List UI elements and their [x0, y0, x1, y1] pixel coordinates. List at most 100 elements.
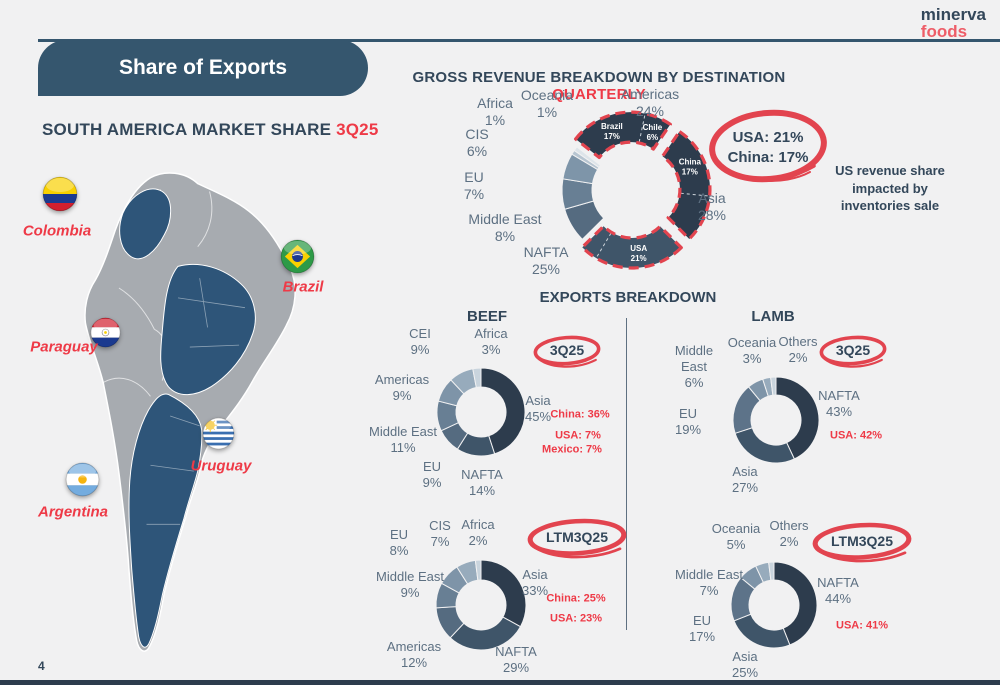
flag-argentina — [65, 462, 100, 497]
subtitle-period: 3Q25 — [336, 120, 379, 139]
chart-label-africa: Africa 1% — [477, 94, 513, 128]
chart-label-usa-42-: USA: 42% — [830, 429, 882, 442]
chart-label-oceania: Oceania 1% — [520, 86, 574, 120]
exports-section-title: EXPORTS BREAKDOWN — [539, 289, 717, 306]
lamb-q-segment-nafta — [775, 376, 820, 460]
beef-q-segment-africa — [472, 367, 482, 389]
chart-label-americas: Americas 9% — [374, 372, 430, 403]
chart-label-africa: Africa 2% — [461, 517, 495, 548]
chart-label-eu: EU 19% — [674, 406, 702, 437]
lamb-ltm-segment-asia — [733, 613, 791, 649]
flag-label-colombia: Colombia — [22, 222, 92, 240]
page-subtitle: SOUTH AMERICA MARKET SHARE 3Q25 — [42, 120, 379, 140]
chart-label-middle-east: Middle East 7% — [675, 567, 743, 598]
lamb-ltm-segment-others — [768, 561, 775, 581]
chart-label-nafta: NAFTA 29% — [495, 644, 537, 675]
badge-beef-ltm3q25: LTM3Q25 — [527, 518, 627, 559]
beef-ltm-svg — [435, 559, 527, 651]
chart-label-asia: Asia 45% — [524, 393, 552, 424]
beef-3q25-donut-chart: CEI 9% Africa 3% Americas 9% Middle East 11% EU 9… — [369, 326, 640, 500]
revenue-inner-label: Chile — [643, 123, 663, 132]
lamb-ltm3q25-donut-chart: Oceania 5% Others 2% Middle East 7% EU 17% Asia 2… — [660, 518, 920, 685]
callout-usa-china: USA: 21% China: 17% — [709, 108, 827, 188]
chart-label-oceania: Oceania 3% — [727, 335, 777, 366]
beef-q-segment-asia — [480, 367, 526, 455]
chart-label-oceania: Oceania 5% — [711, 521, 761, 552]
badge-beef-3q25-label: 3Q25 — [549, 342, 585, 358]
chart-label-nafta: NAFTA 14% — [461, 467, 503, 498]
flag-brazil — [280, 239, 315, 274]
lamb-q-svg — [732, 376, 820, 464]
minerva-foods-logo: minerva foods — [921, 6, 986, 41]
map-region-south-cone — [128, 393, 203, 648]
chart-label-asia: Asia 28% — [697, 189, 727, 223]
revenue-inner-label: Brazil — [601, 122, 623, 131]
map-svg — [84, 172, 296, 652]
lamb-3q25-donut-chart: Middle East 6% Oceania 3% Others 2% EU 19% Asia 27… — [660, 330, 920, 500]
revenue-donut-chart: Brazil 17% Chile 6% China 17% USA 21% Oceania 1% A… — [432, 85, 832, 300]
lamb-ltm-segment-nafta — [773, 561, 818, 646]
bottom-bar — [0, 680, 1000, 685]
revenue-inner-label: 21% — [631, 254, 647, 263]
beef-ltm3q25-donut-chart: EU 8% CIS 7% Africa 2% Middle East 9% Americas 12… — [376, 517, 640, 685]
revenue-segment-nafta — [582, 226, 682, 268]
south-america-map — [52, 168, 308, 664]
chart-label-china-25-: China: 25% — [546, 592, 606, 605]
flag-label-uruguay: Uruguay — [190, 457, 252, 475]
callout-china-share: China: 17% — [727, 149, 809, 166]
lamb-q-segment-others — [770, 376, 777, 396]
revenue-segment-americas — [575, 112, 671, 158]
beef-ltm-segment-africa — [474, 559, 482, 581]
chart-label-eu: EU 8% — [389, 527, 409, 558]
revenue-note: US revenue share impacted by inventories… — [835, 163, 945, 214]
chart-label-middle-east: Middle East 11% — [369, 424, 437, 455]
chart-label-eu: EU 7% — [463, 168, 485, 202]
chart-label-asia: Asia 25% — [731, 649, 759, 680]
revenue-inner-label: 17% — [682, 168, 698, 177]
beef-lamb-divider — [626, 318, 627, 630]
map-state-borders — [146, 278, 246, 525]
lamb-q-segment-asia — [734, 427, 795, 464]
chart-label-africa: Africa 3% — [474, 326, 508, 357]
flag-uruguay — [202, 417, 235, 450]
chart-label-americas: Americas 24% — [620, 85, 680, 119]
chart-label-asia: Asia 33% — [521, 567, 549, 598]
header-divider-line — [38, 39, 1000, 42]
chart-label-mexico-7-: Mexico: 7% — [542, 443, 602, 456]
beef-ltm-segment-asia — [480, 559, 527, 628]
map-region-central-brazil — [160, 263, 256, 396]
chart-label-others: Others 2% — [769, 518, 809, 549]
revenue-inner-label: China — [679, 158, 702, 167]
revenue-segment-oceania — [573, 146, 602, 169]
revenue-inner-label: 6% — [647, 133, 659, 142]
chart-label-eu: EU 17% — [688, 613, 716, 644]
badge-beef-ltm3q25-label: LTM3Q25 — [546, 529, 608, 545]
chart-label-americas: Americas 12% — [386, 639, 442, 670]
logo-minerva-text: minerva — [920, 5, 986, 24]
chart-label-cis: CIS 7% — [429, 518, 451, 549]
badge-lamb-ltm3q25-label: LTM3Q25 — [831, 533, 893, 549]
beef-column-title: BEEF — [466, 308, 508, 325]
flag-label-argentina: Argentina — [37, 503, 109, 521]
chart-label-cis: CIS 6% — [465, 125, 489, 159]
lamb-ltm-svg — [730, 561, 818, 649]
badge-lamb-3q25-label: 3Q25 — [835, 342, 871, 358]
revenue-title-text: GROSS REVENUE BREAKDOWN BY DESTINATION — [412, 69, 786, 86]
chart-label-nafta: NAFTA 44% — [817, 575, 859, 606]
chart-label-nafta: NAFTA 43% — [818, 388, 860, 419]
flag-colombia — [42, 176, 78, 212]
chart-label-middle: Middle East 6% — [674, 343, 714, 390]
chart-label-middle-east: Middle East 9% — [376, 569, 444, 600]
map-region-colombia — [119, 188, 172, 260]
chart-label-usa-7-: USA: 7% — [555, 429, 601, 442]
flag-label-brazil: Brazil — [282, 278, 324, 296]
chart-label-eu: EU 9% — [422, 459, 442, 490]
revenue-inner-label: 17% — [604, 132, 620, 141]
callout-sketch-circle — [709, 109, 827, 183]
callout-usa-share: USA: 21% — [732, 128, 804, 146]
badge-lamb-ltm3q25: LTM3Q25 — [812, 522, 912, 563]
title-banner: Share of Exports — [38, 40, 368, 96]
page-title: Share of Exports — [118, 56, 288, 79]
